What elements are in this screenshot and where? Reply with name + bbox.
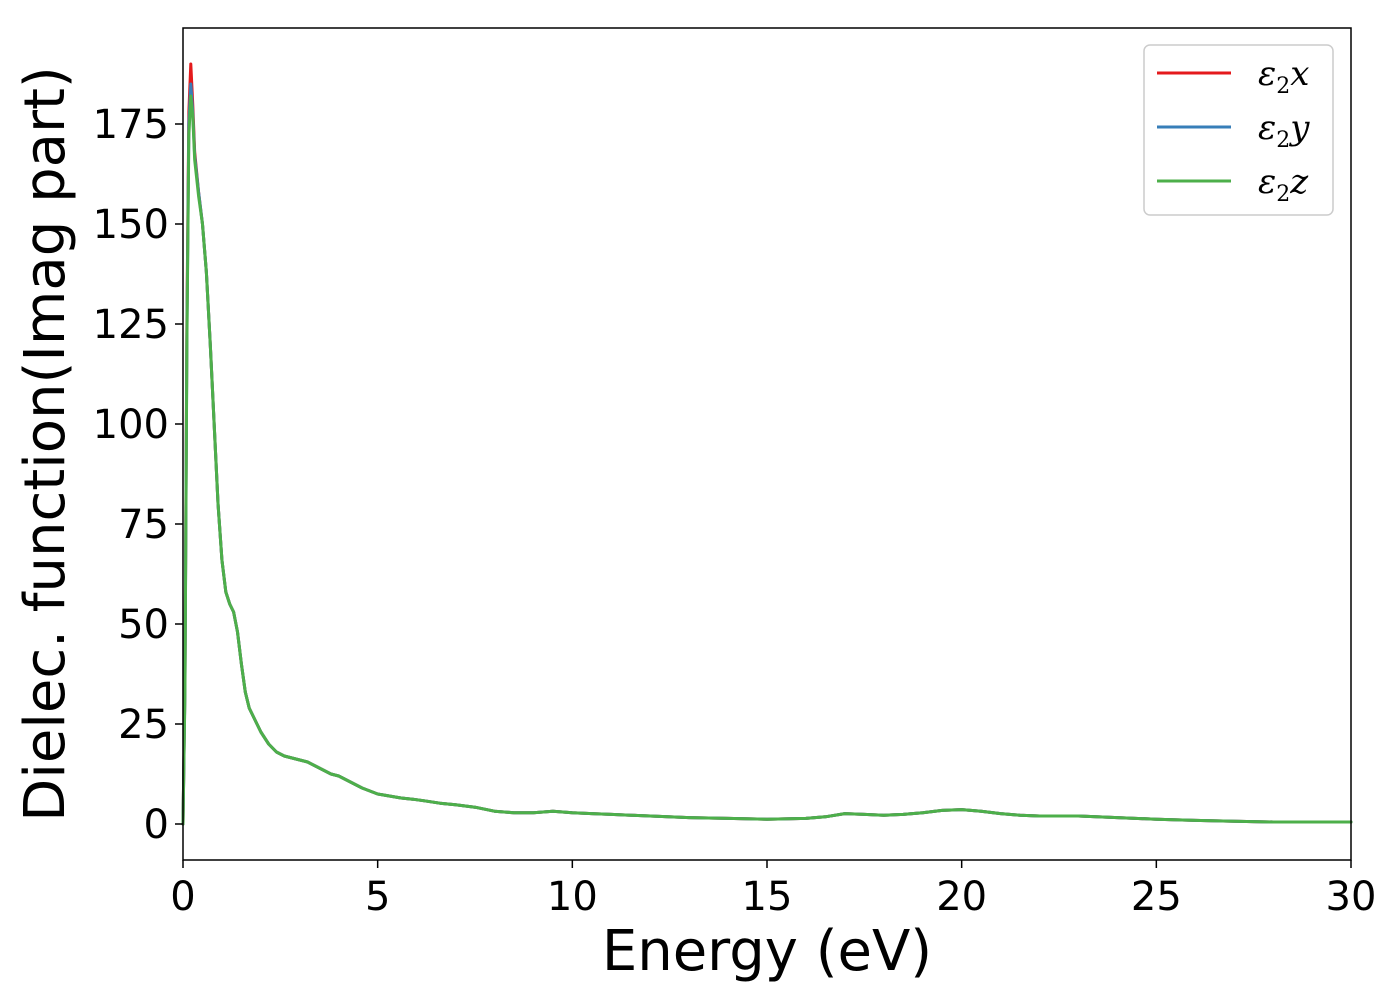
y-tick-label: 125 [93,302,169,348]
legend: ε2x ε2y ε2z [1143,44,1334,216]
legend-label-z: ε2z [1258,162,1309,207]
series-layer [181,62,1353,826]
x-tick-label: 15 [742,874,793,920]
x-tick-label: 10 [547,874,598,920]
y-tick-label: 150 [93,202,169,248]
x-ticks: 0 5 10 15 20 25 30 [170,860,1376,920]
y-tick-label: 50 [118,602,169,648]
legend-box [1143,44,1334,216]
series-line-z [181,94,1353,826]
y-tick-label: 100 [93,402,169,448]
y-ticks: 0 25 50 75 100 125 150 175 [93,102,183,848]
legend-label-x: ε2x [1258,54,1309,99]
x-tick-label: 0 [170,874,195,920]
x-tick-label: 25 [1131,874,1182,920]
y-tick-label: 175 [93,102,169,148]
y-tick-label: 75 [118,502,169,548]
y-axis-label: Dielec. function(Imag part) [13,66,78,822]
x-axis-label: Energy (eV) [602,919,932,984]
y-tick-label: 0 [144,802,169,848]
x-tick-label: 5 [365,874,390,920]
y-tick-label: 25 [118,702,169,748]
x-tick-label: 30 [1326,874,1377,920]
x-tick-label: 20 [936,874,987,920]
legend-label-y: ε2y [1258,108,1310,153]
